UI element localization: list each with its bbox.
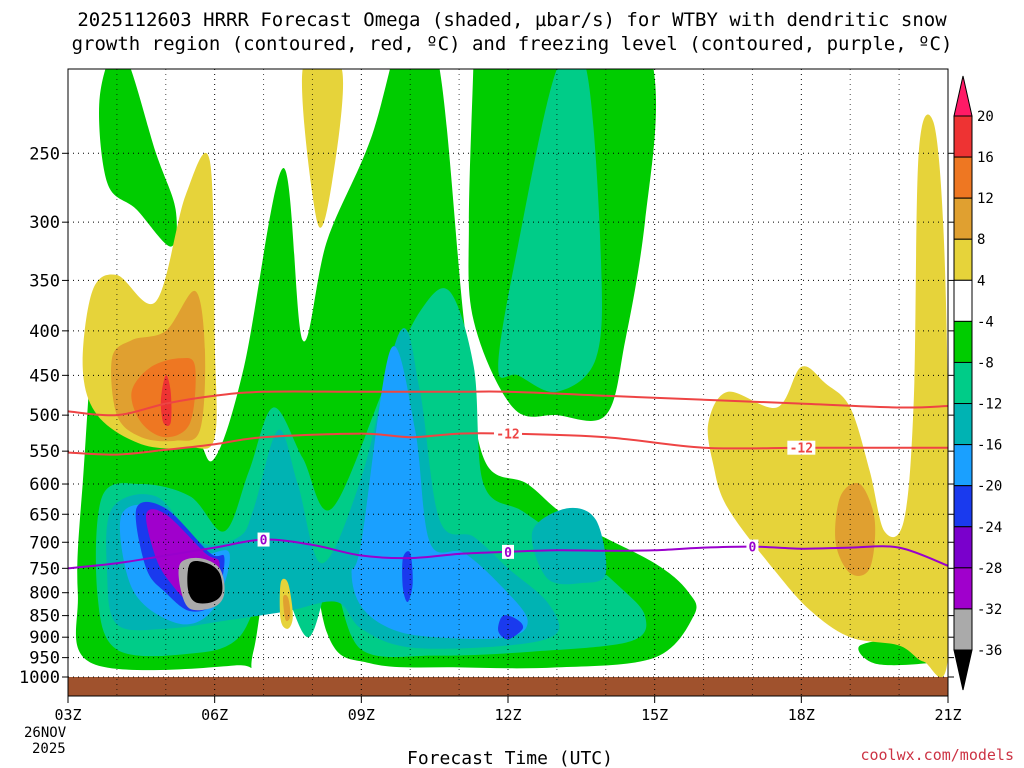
contour-labels: -12 -12 0 0 0 [257,426,816,561]
title-line-1: 2025112603 HRRR Forecast Omega (shaded, … [77,9,947,31]
y-tick-label-850: 850 [29,607,60,627]
colorbar-box-3 [953,197,973,240]
colorbar-label-12: -32 [977,602,1002,618]
colorbar-label-4: 4 [977,273,985,289]
colorbar-label-13: -36 [977,643,1002,659]
colorbar-label-5: -4 [977,314,994,330]
y-tick-label-700: 700 [29,533,60,553]
colorbar-top-arrow [953,75,973,117]
dgz-contour-1-label-1: -12 [790,442,813,457]
colorbar-box-4 [953,238,973,281]
colorbar-box-10 [953,485,973,528]
dgz-contour-1-label-bg-0 [494,426,522,441]
omega-region-22 [283,594,291,622]
omega-region-7 [531,507,607,585]
colorbar: 20 16 12 8 4 -4 -8 -12 -16 -20 -24 -28 -32 -36 [953,75,1002,691]
x-tick-label-09Z: 09Z [348,706,375,724]
freezing-level-contour-label-bg-2 [746,539,759,554]
colorbar-label-9: -20 [977,479,1002,495]
dgz-contour-0 [68,390,948,417]
x-tick-label-12Z: 12Z [494,706,521,724]
freezing-level-contour-label-bg-0 [257,532,270,547]
colorbar-label-7: -12 [977,397,1002,413]
colorbar-label-6: -8 [977,355,994,371]
ground-surface [68,677,948,696]
y-tick-label-650: 650 [29,505,60,525]
colorbar-box-12 [953,567,973,610]
colorbar-label-8: -16 [977,438,1002,454]
colorbar-box-9 [953,444,973,487]
dgz-contour-1-label-bg-1 [787,440,816,455]
colorbar-box-8 [953,403,973,446]
y-tick-label-400: 400 [29,322,60,342]
colorbar-box-6 [953,320,973,363]
colorbar-box-13 [953,608,973,651]
y-axis: 2503003504004505005506006507007508008509… [19,144,954,688]
title-line-2: growth region (contoured, red, ºC) and f… [71,33,953,55]
omega-shading [75,69,948,677]
x-tick-label-06Z: 06Z [201,706,228,724]
omega-region-9 [351,346,528,639]
colorbar-box-11 [953,526,973,569]
freezing-level-contour-label-0: 0 [260,534,268,549]
colorbar-label-11: -28 [977,561,1002,577]
colorbar-box-1 [953,115,973,158]
colorbar-box-2 [953,156,973,199]
freezing-level-contour-label-bg-1 [502,544,514,559]
y-tick-label-950: 950 [29,649,60,669]
site-credit: coolwx.com/models [860,746,1014,764]
colorbar-box-5 [953,279,973,322]
freezing-level-contour-label-2: 0 [749,541,757,556]
colorbar-label-3: 8 [977,232,985,248]
omega-region-10 [498,615,524,640]
omega-region-23 [707,114,948,677]
chart-title: 2025112603 HRRR Forecast Omega (shaded, … [0,8,1024,56]
x-axis-label: Forecast Time (UTC) [407,748,613,768]
colorbar-label-10: -24 [977,520,1002,536]
x-tick-label-21Z: 21Z [934,706,961,724]
x-tick-label-03Z: 03Z [54,706,81,724]
y-tick-label-750: 750 [29,559,60,579]
y-tick-label-800: 800 [29,584,60,604]
omega-region-20 [301,69,344,228]
omega-region-19 [160,375,172,426]
omega-region-24 [835,482,876,577]
colorbar-label-1: 16 [977,150,994,166]
y-tick-label-900: 900 [29,628,60,648]
x-axis: 03Z 06Z 09Z 12Z 15Z 18Z 21Z [54,696,962,724]
y-tick-label-1000: 1000 [19,668,60,688]
colorbar-label-0: 20 [977,109,994,125]
x-tick-label-18Z: 18Z [788,706,815,724]
colorbar-label-2: 12 [977,191,994,207]
colorbar-box-7 [953,361,973,405]
y-tick-label-600: 600 [29,475,60,495]
dgz-contour-1-label-0: -12 [496,428,519,443]
omega-region-5 [498,69,602,393]
x-date-day: 26NOV [24,725,67,741]
y-tick-label-550: 550 [29,442,60,462]
y-tick-label-500: 500 [29,406,60,426]
omega-region-1 [99,69,177,247]
y-tick-label-250: 250 [29,144,60,164]
grid-lines [67,69,949,696]
y-tick-label-350: 350 [29,271,60,291]
x-date-year: 2025 [32,741,66,757]
y-tick-label-300: 300 [29,213,60,233]
x-tick-label-15Z: 15Z [641,706,668,724]
freezing-level-contour-label-1: 0 [504,546,512,561]
colorbar-bottom-arrow [953,649,973,691]
y-tick-label-450: 450 [29,366,60,386]
